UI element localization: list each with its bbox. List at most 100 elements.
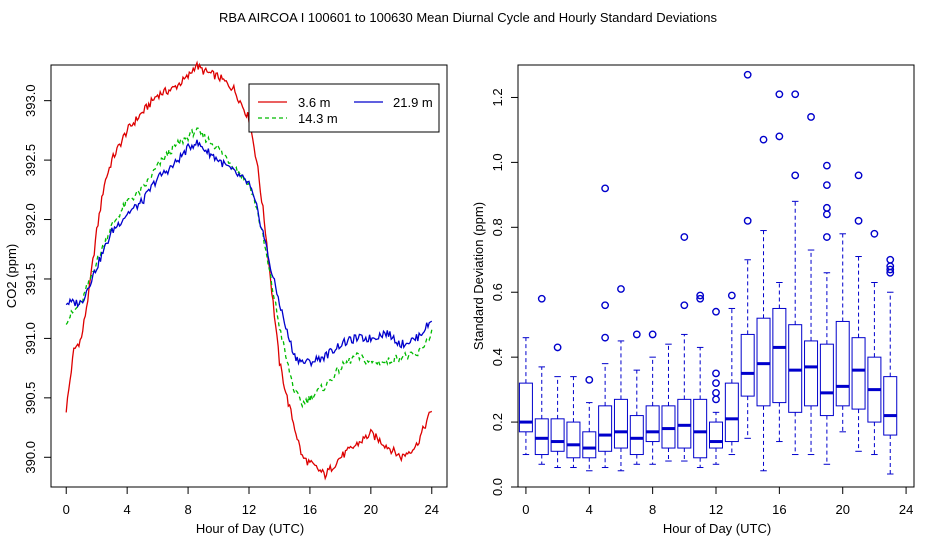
boxplot-hour-19 <box>819 161 834 465</box>
outlier-point <box>886 255 895 264</box>
right-axis-ticks: 0 4 8 12 16 20 24 0.0 0.2 0.4 0.6 0.8 1.0 1.2 <box>490 88 913 517</box>
boxplot-hour-9 <box>661 343 676 462</box>
boxplot-hour-8 <box>645 330 660 465</box>
box-iqr <box>582 431 597 459</box>
right-y-tick-label: 0.0 <box>490 478 505 496</box>
box-iqr <box>645 405 660 443</box>
outlier-point <box>727 291 736 300</box>
boxplot-hour-16 <box>772 90 787 443</box>
boxplot-hour-6 <box>613 285 628 472</box>
right-x-tick-label: 24 <box>899 502 913 517</box>
right-y-tick-label: 0.2 <box>490 413 505 431</box>
outlier-point <box>712 388 720 397</box>
boxplot-hour-22 <box>867 229 882 456</box>
boxplot-hour-7 <box>629 330 644 465</box>
box-iqr <box>819 343 834 417</box>
outlier-point <box>807 113 815 121</box>
box-iqr <box>835 320 850 407</box>
box-iqr <box>709 421 723 449</box>
boxplot-hour-3 <box>566 376 581 469</box>
box-iqr <box>661 405 676 449</box>
outlier-point <box>822 203 831 212</box>
box-iqr <box>851 337 866 410</box>
left-x-tick-label: 0 <box>63 502 70 517</box>
right-boxplots <box>518 70 898 475</box>
left-x-tick-label: 24 <box>425 502 439 517</box>
box-iqr <box>566 421 581 459</box>
legend-label-14.3m: 14.3 m <box>298 111 338 126</box>
outlier-point <box>712 395 720 404</box>
outlier-point <box>601 301 610 310</box>
boxplot-hour-17 <box>788 90 803 456</box>
outlier-point <box>696 294 705 303</box>
right-x-tick-label: 0 <box>522 502 529 517</box>
left-y-tick-label: 393.0 <box>23 84 38 117</box>
outlier-point <box>854 171 863 180</box>
series-line-21.9m <box>65 139 433 368</box>
box-iqr <box>534 418 549 456</box>
outlier-point <box>791 90 800 99</box>
left-x-tick-label: 8 <box>184 502 191 517</box>
series-line-14.3m <box>65 127 433 409</box>
outlier-point <box>712 379 720 388</box>
left-axis-ticks: 0 4 8 12 16 20 24 390.0 390.5 391.0 391.5 392.0 392.… <box>23 84 439 517</box>
box-iqr <box>629 415 644 456</box>
outlier-point <box>696 291 705 300</box>
right-y-tick-label: 0.4 <box>490 348 505 366</box>
left-panel: 0 4 8 12 16 20 24 390.0 390.5 391.0 391.5 392.0 392.… <box>4 60 448 536</box>
outlier-point <box>648 330 657 339</box>
boxplot-hour-5 <box>598 184 613 469</box>
outlier-point <box>537 294 546 303</box>
boxplot-hour-2 <box>550 343 565 469</box>
boxplot-hour-1 <box>534 294 549 465</box>
outlier-point <box>680 233 689 241</box>
box-iqr <box>724 382 739 443</box>
legend-label-3.6m: 3.6 m <box>298 95 331 110</box>
outlier-point <box>775 132 784 141</box>
outlier-point <box>601 184 610 193</box>
left-x-tick-label: 16 <box>303 502 317 517</box>
outlier-point <box>553 343 562 352</box>
left-y-tick-label: 390.0 <box>23 441 38 474</box>
outlier-point <box>759 135 768 144</box>
outlier-point <box>775 90 784 99</box>
left-y-axis-title: CO2 (ppm) <box>4 244 19 308</box>
figure-title: RBA AIRCOA I 100601 to 100630 Mean Diurn… <box>219 10 717 25</box>
boxplot-hour-10 <box>677 233 692 462</box>
right-y-tick-label: 0.8 <box>490 218 505 236</box>
outlier-point <box>743 70 752 79</box>
box-iqr <box>756 317 771 407</box>
left-y-tick-label: 391.5 <box>23 263 38 296</box>
boxplot-hour-15 <box>756 135 771 472</box>
outlier-point <box>601 333 610 342</box>
box-iqr <box>740 333 755 397</box>
outlier-point <box>680 301 689 310</box>
boxplot-hour-4 <box>582 375 597 472</box>
right-y-tick-label: 1.2 <box>490 88 505 106</box>
legend: 3.6 m 14.3 m 21.9 m <box>248 83 440 133</box>
outlier-point <box>822 161 831 170</box>
boxplot-hour-18 <box>804 113 819 456</box>
boxplot-hour-12 <box>709 307 723 465</box>
box-iqr <box>550 418 565 452</box>
left-y-tick-label: 391.0 <box>23 322 38 355</box>
box-iqr <box>788 324 803 413</box>
box-iqr <box>804 340 819 407</box>
outlier-point <box>712 369 720 378</box>
box-iqr <box>883 376 898 436</box>
box-iqr <box>598 405 613 452</box>
box-iqr <box>693 398 708 459</box>
right-x-axis-title: Hour of Day (UTC) <box>663 521 771 536</box>
box-iqr <box>518 382 533 433</box>
legend-label-21.9m: 21.9 m <box>393 95 433 110</box>
left-y-tick-label: 392.0 <box>23 203 38 236</box>
outlier-point <box>791 171 800 180</box>
boxplot-hour-0 <box>518 337 533 456</box>
left-x-tick-label: 12 <box>242 502 256 517</box>
outlier-point <box>585 375 594 384</box>
right-y-tick-label: 0.6 <box>490 283 505 301</box>
boxplot-hour-23 <box>883 255 898 475</box>
right-x-tick-label: 12 <box>709 502 723 517</box>
right-x-tick-label: 16 <box>772 502 786 517</box>
